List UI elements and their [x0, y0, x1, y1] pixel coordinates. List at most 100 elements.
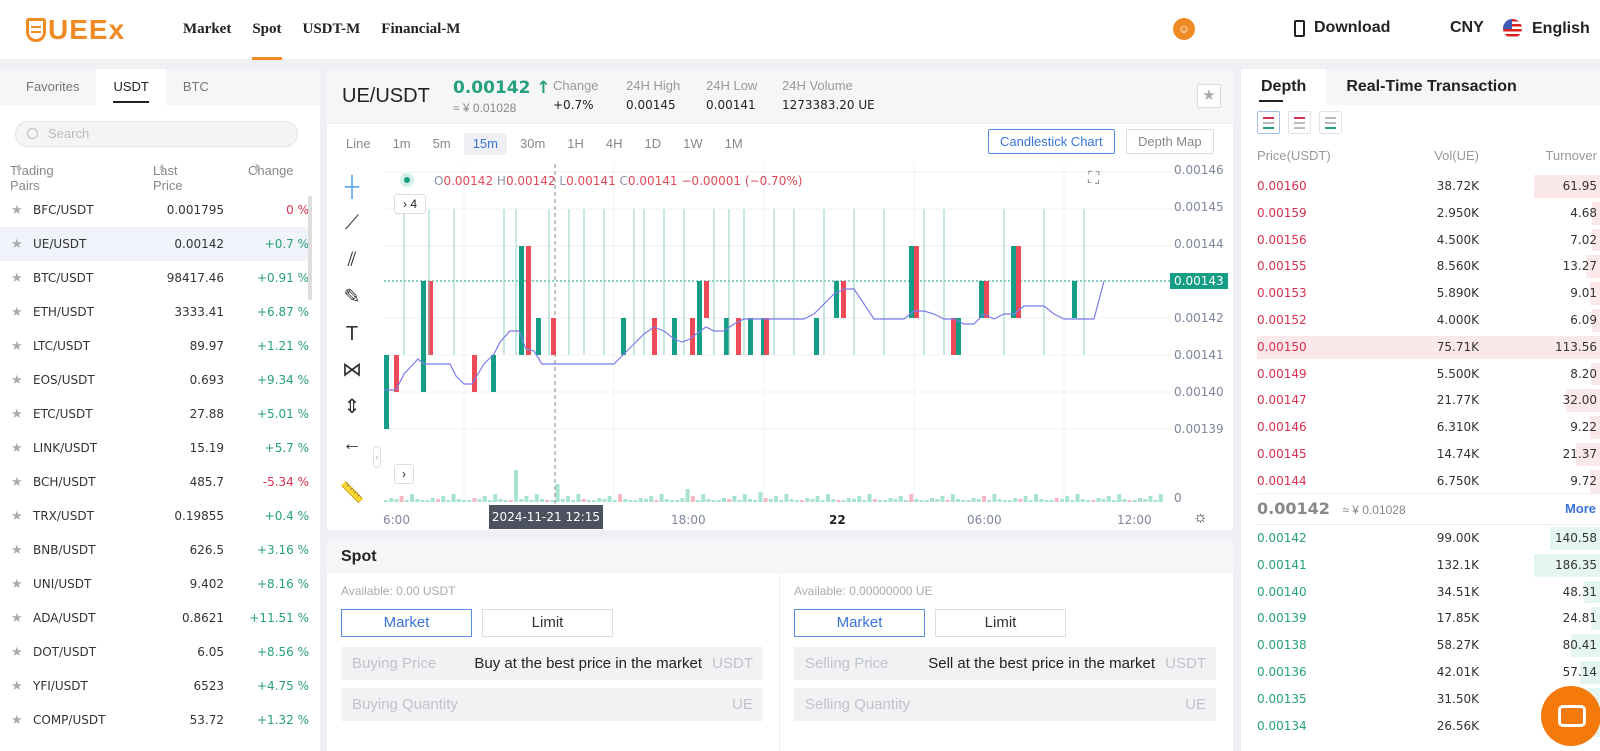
- interval-1w[interactable]: 1W: [683, 136, 703, 151]
- interval-15m[interactable]: 15m: [463, 133, 507, 155]
- depth-map-button[interactable]: Depth Map: [1126, 129, 1214, 154]
- pair-row[interactable]: ★ ADA/USDT 0.8621 +11.51 %: [0, 601, 312, 635]
- interval-line[interactable]: Line: [346, 136, 371, 151]
- interval-1m[interactable]: 1m: [392, 136, 411, 151]
- chart-plot-area[interactable]: O0.00142 H0.00142 L0.00141 C0.00141 −0.0…: [384, 164, 1233, 530]
- star-icon[interactable]: ★: [11, 508, 23, 524]
- download-button[interactable]: Download: [1294, 19, 1390, 37]
- nav-usdt-m[interactable]: USDT-M: [302, 21, 361, 37]
- orderbook-row[interactable]: 0.00144 6.750K 9.72: [1241, 468, 1600, 495]
- pair-row[interactable]: ★ BTC/USDT 98417.46 +0.91 %: [0, 261, 312, 295]
- pair-row[interactable]: ★ ETC/USDT 27.88 +5.01 %: [0, 397, 312, 431]
- star-icon[interactable]: ★: [11, 644, 23, 660]
- interval-5m[interactable]: 5m: [432, 136, 451, 151]
- pair-row[interactable]: ★ YFI/USDT 6523 +4.75 %: [0, 669, 312, 703]
- sell-limit-button[interactable]: Limit: [935, 609, 1066, 637]
- asks-only-view-icon[interactable]: [1288, 111, 1311, 134]
- orderbook-row[interactable]: 0.00156 4.500K 7.02: [1241, 227, 1600, 254]
- orderbook-row[interactable]: 0.00139 17.85K 24.81: [1241, 605, 1600, 632]
- orderbook-row[interactable]: 0.00147 21.77K 32.00: [1241, 387, 1600, 414]
- orderbook-row[interactable]: 0.00146 6.310K 9.22: [1241, 414, 1600, 441]
- nav-market[interactable]: Market: [183, 21, 232, 37]
- buy-limit-button[interactable]: Limit: [482, 609, 613, 637]
- orderbook-row[interactable]: 0.00145 14.74K 21.37: [1241, 441, 1600, 468]
- buy-market-button[interactable]: Market: [341, 609, 472, 637]
- chart-settings-icon[interactable]: ☼: [1193, 509, 1208, 526]
- orderbook-row[interactable]: 0.00155 8.560K 13.27: [1241, 253, 1600, 280]
- interval-1h[interactable]: 1H: [567, 136, 584, 151]
- star-icon[interactable]: ★: [11, 338, 23, 354]
- pair-row[interactable]: ★ UE/USDT 0.00142 +0.7 %: [0, 227, 312, 261]
- text-tool-icon[interactable]: T: [345, 323, 359, 345]
- tab-real-time-transaction[interactable]: Real-Time Transaction: [1346, 78, 1517, 95]
- pair-row[interactable]: ★ BCH/USDT 485.7 -5.34 %: [0, 465, 312, 499]
- tab-favorites[interactable]: Favorites: [26, 79, 80, 94]
- orderbook-row[interactable]: 0.00136 42.01K 57.14: [1241, 659, 1600, 686]
- tab-usdt[interactable]: USDT: [96, 69, 166, 105]
- orderbook-row[interactable]: 0.00140 34.51K 48.31: [1241, 579, 1600, 606]
- fullscreen-icon[interactable]: ⛶: [1088, 170, 1100, 187]
- selling-quantity-input[interactable]: Selling Quantity UE: [794, 688, 1216, 721]
- star-icon[interactable]: ★: [11, 576, 23, 592]
- star-icon[interactable]: ★: [11, 610, 23, 626]
- orderbook-row[interactable]: 0.00160 38.72K 61.95: [1241, 173, 1600, 200]
- star-icon[interactable]: ★: [11, 236, 23, 252]
- both-sides-view-icon[interactable]: [1257, 111, 1280, 134]
- favorite-star-icon[interactable]: ★: [1197, 84, 1221, 108]
- star-icon[interactable]: ★: [11, 474, 23, 490]
- star-icon[interactable]: ★: [11, 304, 23, 320]
- pitchfork-icon[interactable]: ⫽: [347, 249, 357, 271]
- crosshair-icon[interactable]: ┼: [344, 176, 360, 198]
- user-avatar-icon[interactable]: ☺: [1173, 18, 1195, 40]
- pair-row[interactable]: ★ LINK/USDT 15.19 +5.7 %: [0, 431, 312, 465]
- tab-depth[interactable]: Depth: [1241, 69, 1327, 105]
- interval-1d[interactable]: 1D: [644, 136, 662, 151]
- measure-lines-icon[interactable]: ⇕: [343, 396, 361, 418]
- orderbook-row[interactable]: 0.00153 5.890K 9.01: [1241, 280, 1600, 307]
- nav-spot[interactable]: Spot: [252, 0, 282, 60]
- pair-row[interactable]: ★ TRX/USDT 0.19855 +0.4 %: [0, 499, 312, 533]
- chat-support-button[interactable]: [1541, 686, 1600, 746]
- back-arrow-icon[interactable]: ←: [342, 433, 362, 455]
- orderbook-row[interactable]: 0.00141 132.1K 186.35: [1241, 552, 1600, 579]
- star-icon[interactable]: ★: [11, 406, 23, 422]
- pair-row[interactable]: ★ COMP/USDT 53.72 +1.32 %: [0, 703, 312, 737]
- sell-market-button[interactable]: Market: [794, 609, 925, 637]
- interval-1m[interactable]: 1M: [724, 136, 743, 151]
- ueex-logo[interactable]: UEEx: [26, 14, 125, 46]
- buying-price-field[interactable]: Buying Price Buy at the best price in the…: [341, 647, 763, 680]
- expand-indicator-button[interactable]: ›: [394, 464, 414, 484]
- star-icon[interactable]: ★: [11, 270, 23, 286]
- interval-4h[interactable]: 4H: [605, 136, 623, 151]
- bids-only-view-icon[interactable]: [1319, 111, 1342, 134]
- orderbook-row[interactable]: 0.00152 4.000K 6.09: [1241, 307, 1600, 334]
- pair-row[interactable]: ★ BFC/USDT 0.001795 0 %: [0, 193, 312, 227]
- brush-icon[interactable]: ✎: [343, 286, 361, 308]
- star-icon[interactable]: ★: [11, 202, 23, 218]
- buying-quantity-input[interactable]: Buying Quantity UE: [341, 688, 763, 721]
- language-selector[interactable]: English: [1503, 19, 1590, 38]
- pattern-icon[interactable]: ⋈: [342, 359, 362, 381]
- search-input[interactable]: Search: [15, 121, 298, 147]
- star-icon[interactable]: ★: [11, 542, 23, 558]
- more-link[interactable]: More: [1564, 501, 1596, 516]
- orderbook-row[interactable]: 0.00159 2.950K 4.68: [1241, 200, 1600, 227]
- pair-row[interactable]: ★ BNB/USDT 626.5 +3.16 %: [0, 533, 312, 567]
- orderbook-row[interactable]: 0.00138 58.27K 80.41: [1241, 632, 1600, 659]
- star-icon[interactable]: ★: [11, 678, 23, 694]
- orderbook-row[interactable]: 0.00149 5.500K 8.20: [1241, 361, 1600, 388]
- pair-row[interactable]: ★ LTC/USDT 89.97 +1.21 %: [0, 329, 312, 363]
- selling-price-field[interactable]: Selling Price Sell at the best price in t…: [794, 647, 1216, 680]
- ruler-icon[interactable]: 📏: [339, 482, 365, 504]
- collapse-toolbar-handle[interactable]: ‹: [373, 446, 381, 468]
- star-icon[interactable]: ★: [11, 712, 23, 728]
- orderbook-row[interactable]: 0.00150 75.71K 113.56: [1241, 334, 1600, 361]
- currency-selector[interactable]: CNY: [1450, 19, 1484, 36]
- star-icon[interactable]: ★: [11, 440, 23, 456]
- interval-30m[interactable]: 30m: [520, 136, 546, 151]
- pair-row[interactable]: ★ DOT/USDT 6.05 +8.56 %: [0, 635, 312, 669]
- star-icon[interactable]: ★: [11, 372, 23, 388]
- trend-line-icon[interactable]: ⟋: [345, 212, 359, 234]
- tab-btc[interactable]: BTC: [182, 79, 209, 94]
- orderbook-row[interactable]: 0.00142 99.00K 140.58: [1241, 525, 1600, 552]
